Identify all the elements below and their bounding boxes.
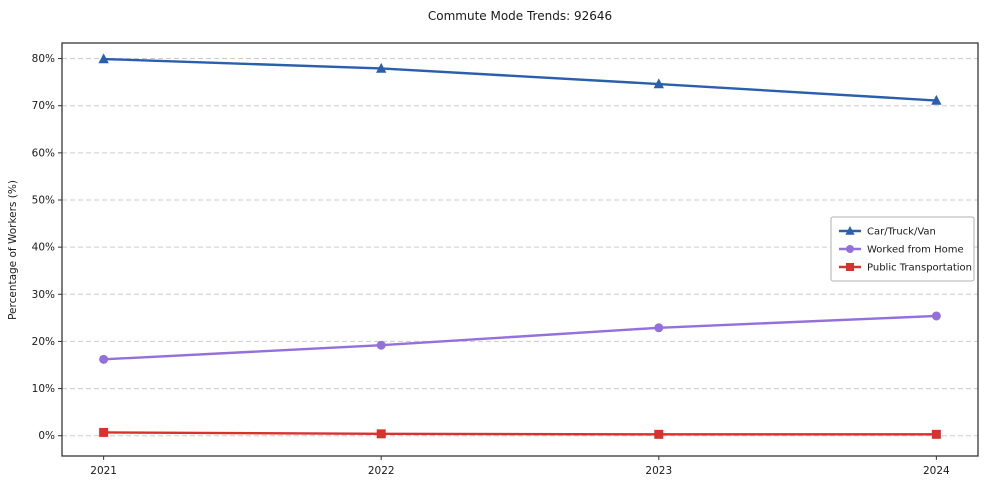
chart-title: Commute Mode Trends: 92646 xyxy=(428,9,612,23)
legend-marker-square xyxy=(846,263,854,271)
legend-label: Car/Truck/Van xyxy=(867,227,936,238)
gridlines xyxy=(62,58,978,437)
x-tick-label: 2023 xyxy=(645,465,672,477)
y-tick-label: 40% xyxy=(32,242,55,254)
legend-box xyxy=(830,216,975,282)
series-line-1 xyxy=(102,314,938,361)
series-marker-1 xyxy=(99,354,109,364)
legend-marker-triangle xyxy=(845,226,855,235)
y-tick-label: 50% xyxy=(32,194,55,206)
x-tick-label: 2024 xyxy=(923,465,950,477)
plot-border xyxy=(61,42,979,457)
legend: Car/Truck/Van Worked from Home Public Tran… xyxy=(830,216,975,282)
legend-label: Worked from Home xyxy=(867,245,964,256)
series-marker-0 xyxy=(931,94,942,105)
series-marker-1 xyxy=(931,311,941,321)
legend-marker-circle xyxy=(846,245,854,253)
y-tick-label: 80% xyxy=(32,53,55,65)
series-marker-1 xyxy=(376,340,386,350)
series-marker-2 xyxy=(654,429,664,439)
y-tick-label: 20% xyxy=(32,336,55,348)
x-tick-label: 2021 xyxy=(90,465,117,477)
series-line-0 xyxy=(102,57,938,102)
y-axis-label: Percentage of Workers (%) xyxy=(7,180,19,320)
x-tick-label: 2022 xyxy=(368,465,395,477)
y-tick-label: 70% xyxy=(32,100,55,112)
series-marker-0 xyxy=(653,78,664,89)
series-marker-2 xyxy=(376,429,386,439)
data-series xyxy=(98,53,942,439)
series-marker-2 xyxy=(931,429,941,439)
axes: 0% 10% 20% 30% 40% 50% 60% 70% 80% 2021 2022 2023 20… xyxy=(32,42,979,477)
y-tick-label: 30% xyxy=(32,289,55,301)
series-marker-0 xyxy=(98,53,109,64)
legend-label: Public Transportation xyxy=(867,263,972,274)
y-tick-label: 0% xyxy=(38,430,55,442)
series-marker-2 xyxy=(99,427,109,437)
series-marker-1 xyxy=(654,323,664,333)
y-tick-label: 10% xyxy=(32,383,55,395)
series-line-2 xyxy=(102,431,938,436)
y-tick-label: 60% xyxy=(32,147,55,159)
series-marker-0 xyxy=(376,62,387,73)
